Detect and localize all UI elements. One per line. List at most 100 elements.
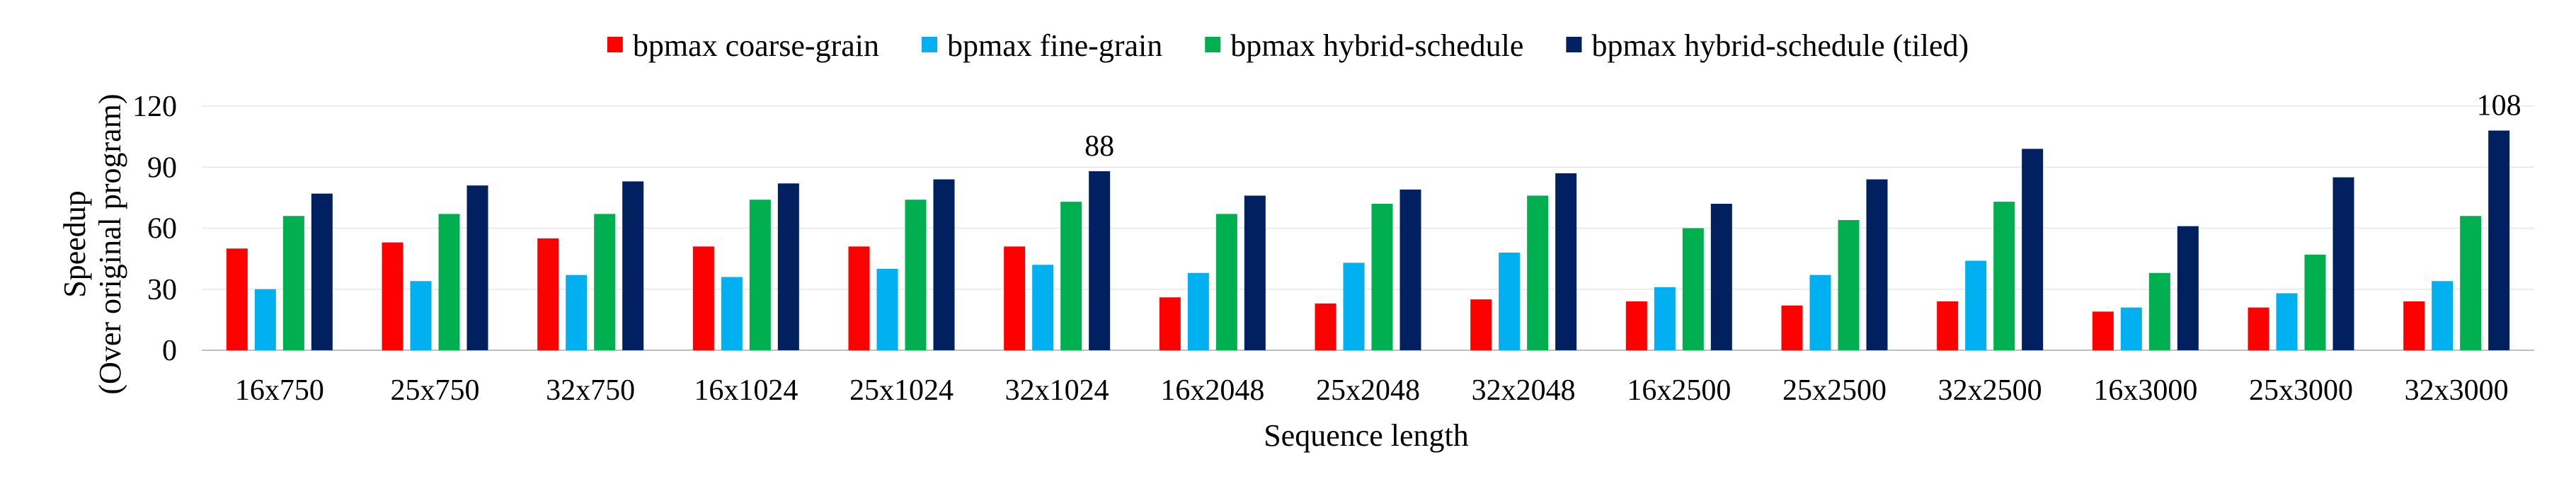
bar bbox=[2460, 216, 2482, 350]
bar bbox=[1937, 301, 1959, 350]
legend-label: bpmax coarse-grain bbox=[633, 28, 879, 63]
y-axis: 0 30 60 90 120 bbox=[132, 91, 177, 367]
bar bbox=[2276, 293, 2298, 350]
y-tick-label: 120 bbox=[132, 91, 177, 123]
bar bbox=[777, 183, 799, 350]
bar bbox=[410, 281, 432, 350]
bar bbox=[2248, 307, 2269, 350]
bar bbox=[876, 269, 898, 350]
bar bbox=[1993, 202, 2015, 350]
bar bbox=[2120, 307, 2142, 350]
bar bbox=[311, 193, 333, 350]
bar bbox=[1809, 275, 1831, 350]
bar bbox=[282, 216, 304, 350]
bar bbox=[382, 242, 403, 350]
bar bbox=[1215, 214, 1237, 350]
bar bbox=[1781, 305, 1803, 350]
bar bbox=[254, 289, 276, 350]
y-tick-label: 0 bbox=[162, 335, 177, 367]
bar bbox=[1499, 253, 1521, 350]
bar bbox=[2148, 272, 2170, 350]
bar bbox=[1371, 204, 1393, 350]
x-tick-label: 32x2500 bbox=[1938, 374, 2042, 407]
bar bbox=[848, 246, 870, 350]
x-axis-title: Sequence length bbox=[1264, 418, 1469, 453]
y-axis-title: Speedup bbox=[57, 190, 92, 298]
legend-item: bpmax coarse-grain bbox=[607, 28, 879, 63]
bar bbox=[1315, 303, 1336, 350]
bar bbox=[622, 181, 644, 350]
legend-label: bpmax hybrid-schedule bbox=[1230, 28, 1523, 63]
bar bbox=[1625, 301, 1647, 350]
bar bbox=[1399, 189, 1421, 350]
bar bbox=[1004, 246, 1026, 350]
bar bbox=[1159, 297, 1181, 350]
legend-item: bpmax hybrid-schedule bbox=[1205, 28, 1523, 63]
x-tick-label: 25x2048 bbox=[1316, 374, 1420, 407]
y-tick-label: 90 bbox=[147, 151, 177, 184]
legend-label: bpmax fine-grain bbox=[947, 28, 1162, 63]
x-tick-label: 32x750 bbox=[546, 374, 635, 407]
x-tick-label: 16x2048 bbox=[1160, 374, 1264, 407]
data-label: 108 bbox=[2477, 90, 2521, 122]
x-tick-label: 32x2048 bbox=[1472, 374, 1576, 407]
x-tick-label: 25x1024 bbox=[849, 374, 954, 407]
bar bbox=[2403, 301, 2425, 350]
x-tick-label: 32x3000 bbox=[2405, 374, 2509, 407]
bar bbox=[1089, 171, 1111, 350]
bar bbox=[438, 214, 460, 350]
y-axis-subtitle: (Over original program) bbox=[93, 93, 127, 394]
bar bbox=[1470, 299, 1492, 350]
y-tick-label: 60 bbox=[147, 213, 177, 246]
x-tick-label: 16x2500 bbox=[1627, 374, 1731, 407]
legend-swatch bbox=[1205, 37, 1221, 52]
legend-item: bpmax hybrid-schedule (tiled) bbox=[1566, 28, 1969, 63]
legend-swatch bbox=[607, 37, 623, 52]
data-label: 88 bbox=[1084, 130, 1114, 163]
bar bbox=[1682, 228, 1704, 350]
x-axis: 16x750 25x750 32x750 16x1024 25x1024 32x1024 1… bbox=[235, 374, 2509, 407]
bar bbox=[933, 179, 955, 350]
bar bbox=[1555, 173, 1577, 350]
legend: bpmax coarse-grain bpmax fine-grain bpmax … bbox=[607, 28, 1969, 63]
bar bbox=[1032, 265, 1054, 350]
bar bbox=[721, 277, 743, 350]
y-tick-label: 30 bbox=[147, 274, 177, 306]
data-labels: 88 108 bbox=[1084, 90, 2521, 163]
bar bbox=[749, 200, 771, 350]
x-tick-label: 16x1024 bbox=[694, 374, 798, 407]
legend-item: bpmax fine-grain bbox=[922, 28, 1162, 63]
bar bbox=[1710, 204, 1732, 350]
x-tick-label: 16x750 bbox=[235, 374, 324, 407]
x-tick-label: 25x2500 bbox=[1782, 374, 1887, 407]
bar bbox=[692, 246, 714, 350]
bar bbox=[566, 275, 588, 350]
bars bbox=[226, 130, 2510, 350]
bar bbox=[2092, 311, 2114, 350]
gridlines bbox=[202, 105, 2534, 351]
legend-swatch bbox=[922, 37, 938, 52]
bar bbox=[2332, 177, 2354, 350]
x-tick-label: 32x1024 bbox=[1005, 374, 1109, 407]
x-tick-label: 25x3000 bbox=[2249, 374, 2353, 407]
bar bbox=[2177, 226, 2199, 350]
bar bbox=[226, 248, 248, 350]
bar bbox=[594, 214, 616, 350]
bar bbox=[1654, 287, 1676, 350]
bar bbox=[905, 200, 927, 350]
bar bbox=[2488, 130, 2510, 350]
bar bbox=[1866, 179, 1888, 350]
bar bbox=[1838, 220, 1860, 350]
bar bbox=[1965, 260, 1987, 350]
bar bbox=[1060, 202, 1082, 350]
x-tick-label: 25x750 bbox=[391, 374, 480, 407]
bar bbox=[1343, 263, 1365, 350]
bar bbox=[2022, 149, 2044, 350]
bar bbox=[537, 238, 559, 350]
bar bbox=[466, 185, 488, 350]
legend-swatch bbox=[1566, 37, 1582, 52]
bar bbox=[2304, 254, 2326, 350]
bar bbox=[1527, 195, 1549, 350]
